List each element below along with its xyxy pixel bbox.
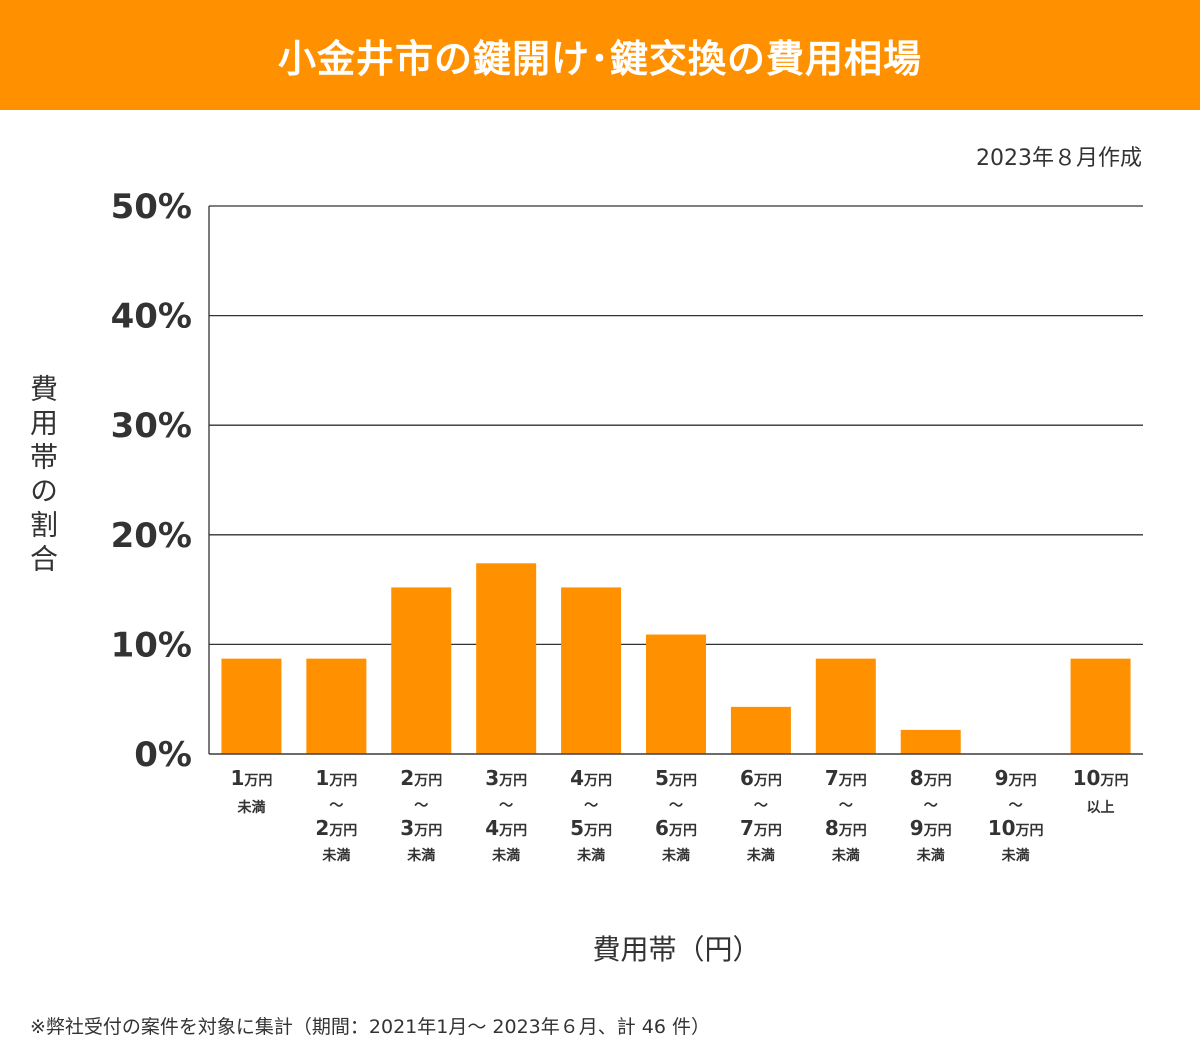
- x-category-line: ～: [1009, 798, 1023, 814]
- x-category-line: 10万円: [988, 816, 1044, 840]
- y-tick-label: 10%: [111, 625, 192, 665]
- created-date: 2023年８月作成: [976, 146, 1142, 171]
- x-category-line: 2万円: [315, 816, 357, 840]
- x-category-line: ～: [414, 798, 428, 814]
- x-category-line: ～: [669, 798, 683, 814]
- x-category-line: ～: [499, 798, 513, 814]
- x-category-line: 6万円: [655, 816, 697, 840]
- x-category-line: 3万円: [400, 816, 442, 840]
- x-category-labels: 1万円未満1万円～2万円未満2万円～3万円未満3万円～4万円未満4万円～5万円未…: [230, 766, 1128, 864]
- x-category-line: 未満: [747, 847, 775, 864]
- x-category-line: 9万円: [910, 816, 952, 840]
- x-category-line: 2万円: [400, 766, 442, 790]
- x-category-line: 9万円: [995, 766, 1037, 790]
- x-category-line: 10万円: [1073, 766, 1129, 790]
- y-tick-label: 20%: [111, 516, 192, 556]
- x-category-line: 未満: [492, 847, 520, 864]
- x-category-line: 3万円: [485, 766, 527, 790]
- x-category-line: ～: [754, 798, 768, 814]
- chart-title: 小金井市の鍵開け･鍵交換の費用相場: [0, 0, 1200, 110]
- x-category-line: 4万円: [485, 816, 527, 840]
- footnote: ※弊社受付の案件を対象に集計（期間：2021年1月～ 2023年６月、計 46 …: [30, 1016, 711, 1038]
- x-category-line: 1万円: [230, 766, 272, 790]
- x-category-line: 4万円: [570, 766, 612, 790]
- x-category-line: 未満: [917, 847, 945, 864]
- y-tick-labels: 0% 10% 20% 30% 40% 50%: [111, 187, 192, 775]
- x-category-line: 未満: [1002, 847, 1030, 864]
- y-tick-label: 30%: [111, 406, 192, 446]
- x-category-line: 以上: [1087, 800, 1115, 816]
- x-category-line: 未満: [322, 847, 350, 864]
- x-category-line: 8万円: [910, 766, 952, 790]
- x-category-line: 5万円: [655, 766, 697, 790]
- x-category-line: 7万円: [740, 816, 782, 840]
- y-tick-label: 50%: [111, 187, 192, 227]
- x-category-line: 未満: [577, 847, 605, 864]
- x-axis-label: 費用帯（円）: [592, 933, 761, 966]
- x-category-line: 8万円: [825, 816, 867, 840]
- x-category-line: 1万円: [315, 766, 357, 790]
- x-category-line: 6万円: [740, 766, 782, 790]
- x-category-line: 未満: [407, 847, 435, 864]
- x-category-line: 未満: [237, 799, 265, 816]
- x-category-line: 未満: [832, 847, 860, 864]
- x-category-line: 7万円: [825, 766, 867, 790]
- y-tick-label: 0%: [134, 735, 192, 775]
- y-axis-label: 費用帯の割合: [26, 374, 59, 578]
- x-category-line: ～: [924, 798, 938, 814]
- x-category-line: 5万円: [570, 816, 612, 840]
- x-category-line: ～: [584, 798, 598, 814]
- x-category-line: 未満: [662, 847, 690, 864]
- x-category-line: ～: [329, 798, 343, 814]
- axes: [208, 206, 1143, 755]
- y-tick-label: 40%: [111, 297, 192, 337]
- x-category-line: ～: [839, 798, 853, 814]
